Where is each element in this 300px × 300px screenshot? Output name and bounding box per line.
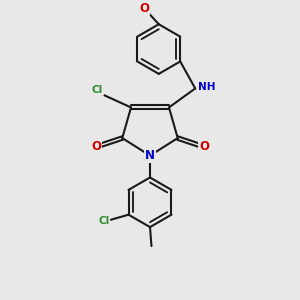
- Text: Cl: Cl: [92, 85, 103, 95]
- Text: O: O: [199, 140, 209, 153]
- Text: Cl: Cl: [98, 215, 109, 226]
- Text: N: N: [145, 149, 155, 162]
- Text: NH: NH: [198, 82, 215, 92]
- Text: O: O: [139, 2, 149, 15]
- Text: O: O: [91, 140, 101, 153]
